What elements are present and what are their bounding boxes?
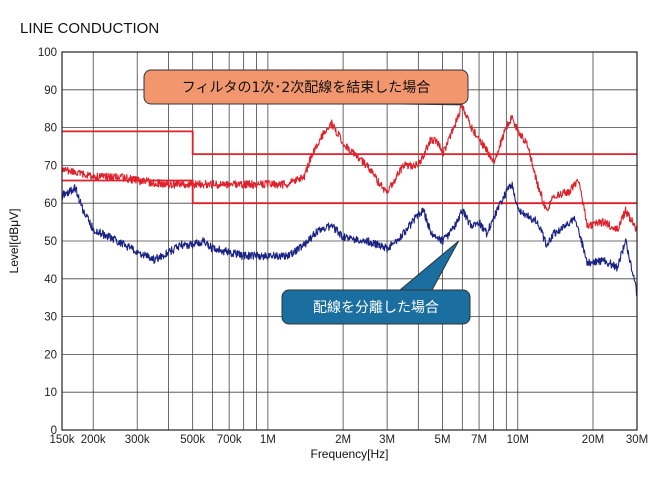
callout-box — [281, 289, 471, 325]
x-tick-label: 20M — [582, 434, 604, 446]
x-tick-label: 200k — [81, 434, 106, 446]
y-tick-label: 60 — [44, 198, 57, 210]
callout-label: フィルタの1次･2次配線を結束した場合 — [182, 80, 431, 96]
y-tick-label: 70 — [44, 160, 57, 172]
x-tick-labels: 150k 200k 300k 500k 700k 1M 2M 3M 5M 7M 10M 20M 30M — [50, 434, 649, 446]
x-tick-label: 300k — [125, 434, 150, 446]
series-line-1 — [61, 105, 638, 232]
callout-pointer — [398, 240, 460, 291]
y-tick-label: 100 — [38, 47, 57, 59]
callout-seam — [399, 100, 429, 103]
plot-frame — [61, 51, 638, 431]
y-tick-label: 80 — [44, 123, 57, 135]
y-tick-label: 20 — [44, 349, 57, 361]
y-tick-label: 90 — [44, 85, 57, 97]
x-tick-label: 2M — [335, 434, 351, 446]
x-tick-label: 10M — [507, 434, 529, 446]
limit-line-1 — [62, 130, 637, 156]
x-tick-label: 7M — [471, 434, 487, 446]
x-tick-label: 700k — [217, 434, 242, 446]
limit-lines — [62, 130, 637, 205]
y-tick-label: 0 — [51, 425, 57, 437]
callout-label: 配線を分離した場合 — [313, 299, 439, 316]
chart-title: LINE CONDUCTION — [20, 20, 159, 37]
callout-box — [143, 69, 469, 105]
y-axis-title: Level[dBμV] — [7, 209, 21, 274]
x-tick-label: 1M — [260, 434, 276, 446]
callout-seam — [399, 291, 433, 294]
y-tick-label: 50 — [44, 236, 57, 248]
series-line-2 — [61, 181, 638, 296]
x-axis-title: Frequency[Hz] — [310, 447, 388, 461]
y-tick-label: 10 — [44, 387, 57, 399]
y-tick-labels: 0 10 20 30 40 50 60 70 80 90 100 — [38, 47, 57, 437]
y-tick-label: 40 — [44, 274, 57, 286]
x-tick-label: 30M — [626, 434, 648, 446]
series-group — [61, 105, 638, 296]
limit-line-2 — [62, 179, 637, 205]
x-tick-label: 3M — [379, 434, 395, 446]
x-tick-label: 150k — [50, 434, 75, 446]
x-tick-label: 500k — [180, 434, 205, 446]
y-tick-label: 30 — [44, 312, 57, 324]
x-tick-label: 5M — [435, 434, 451, 446]
